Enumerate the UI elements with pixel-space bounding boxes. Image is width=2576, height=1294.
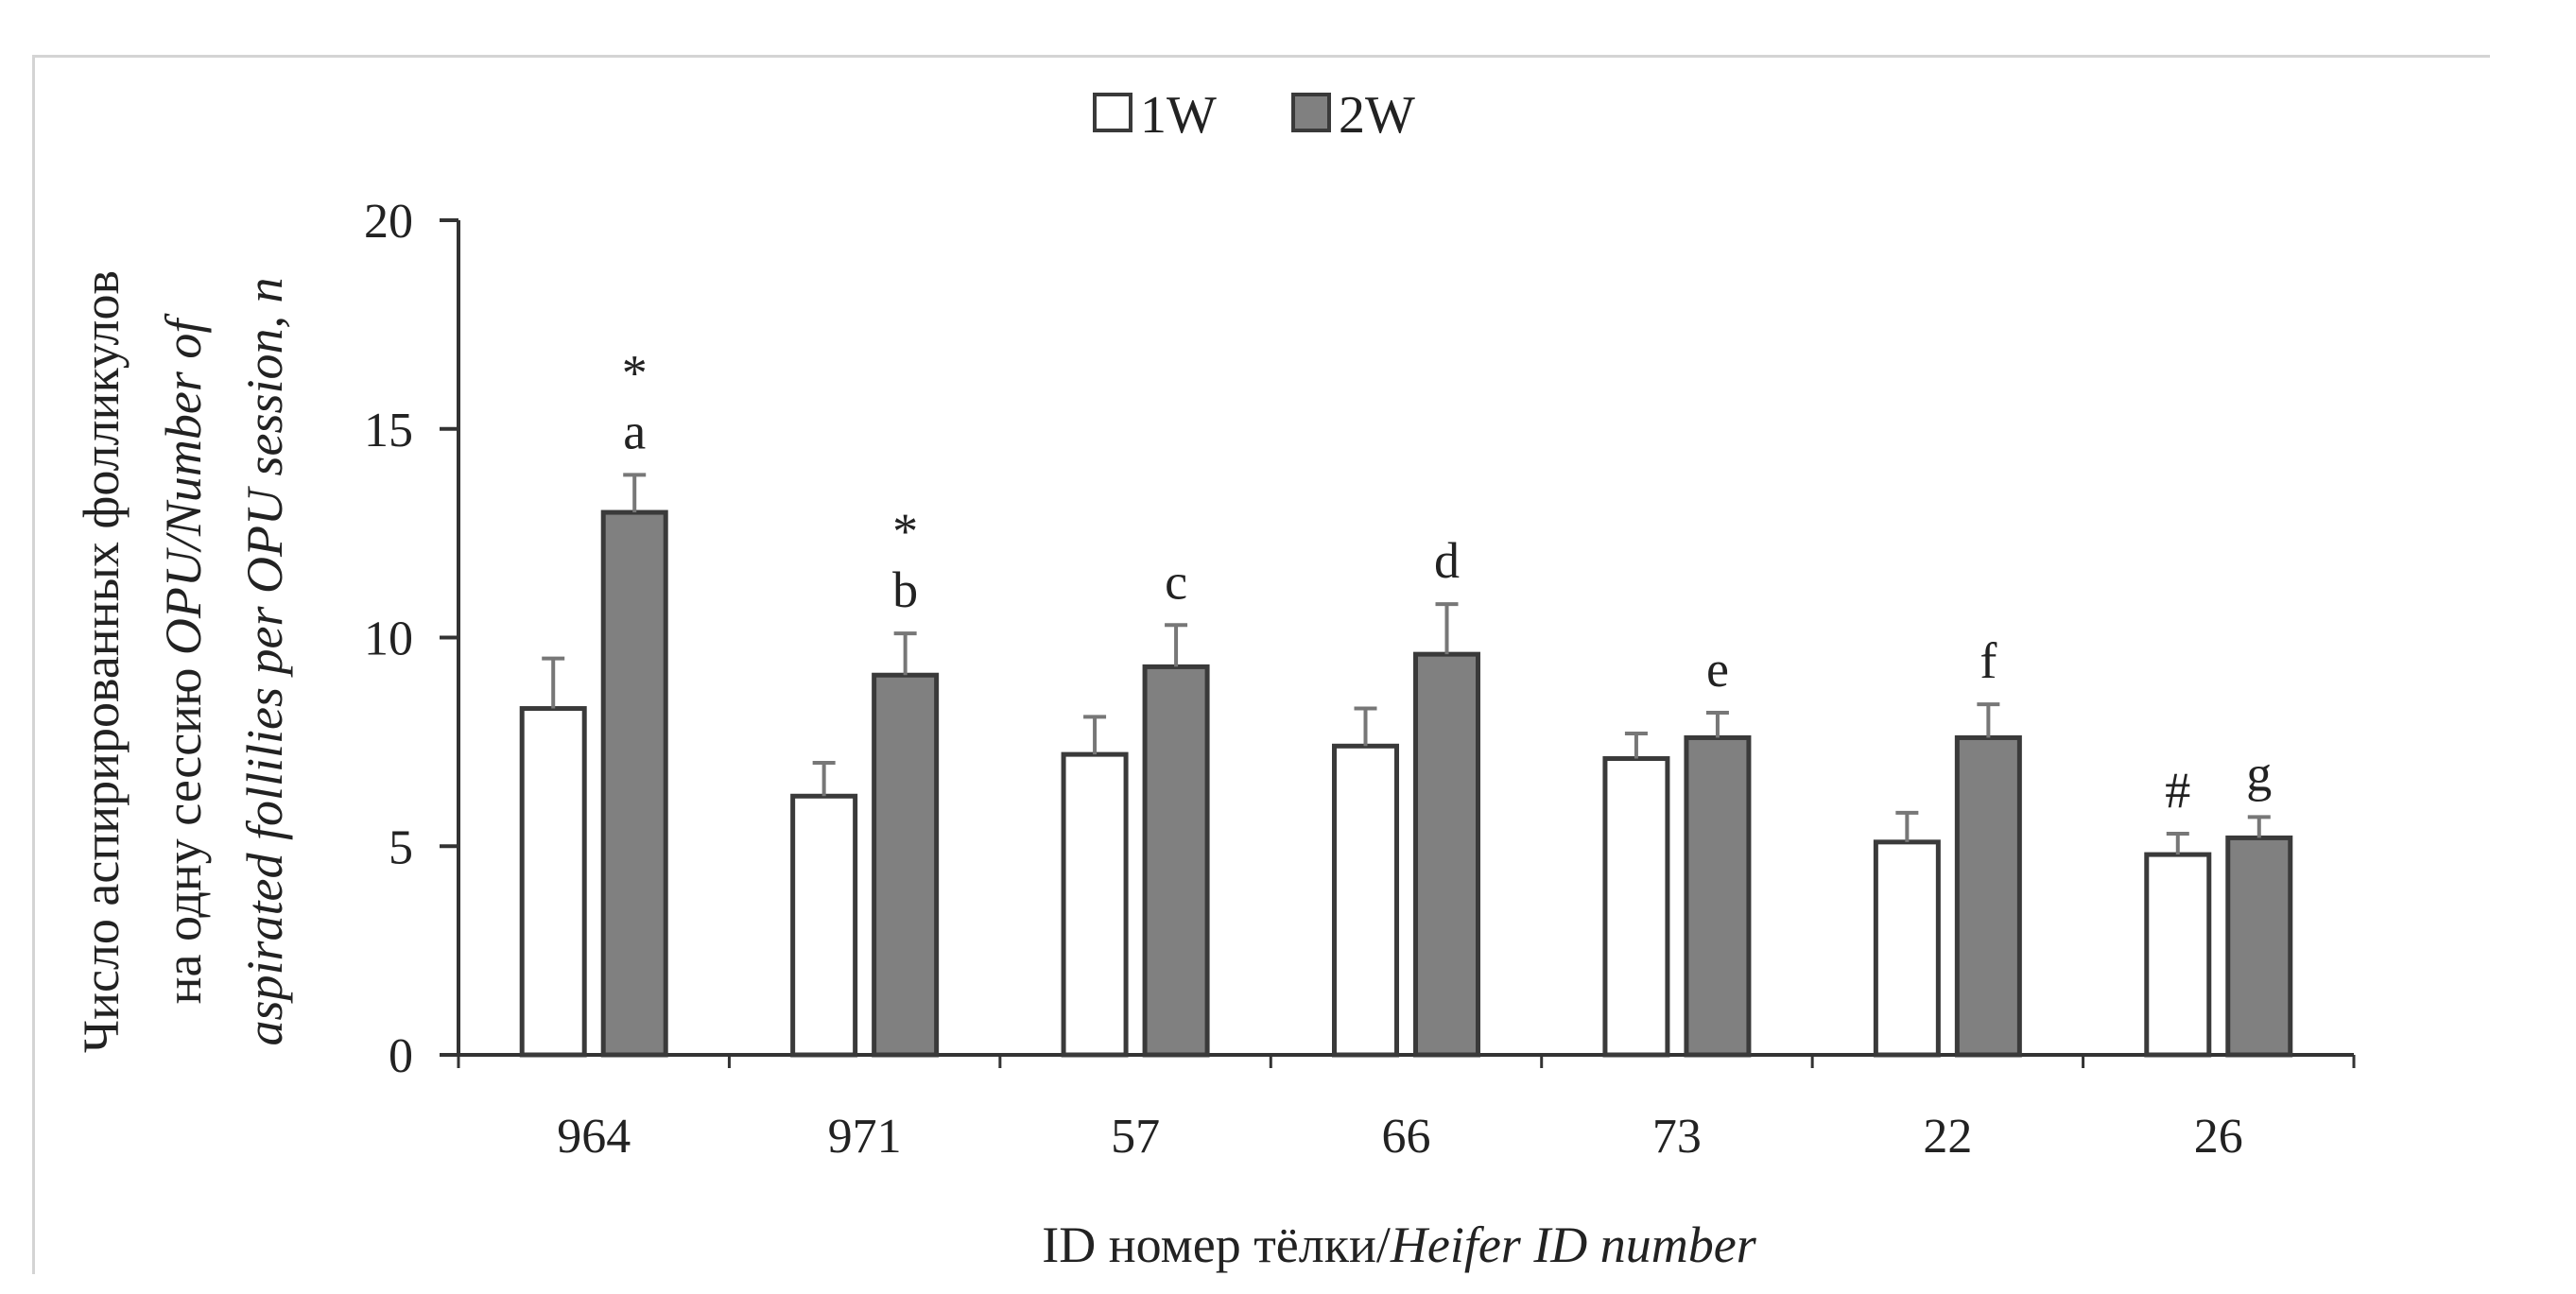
bar-1W-57 <box>1061 751 1129 1058</box>
bar-annotation: e <box>1706 641 1729 698</box>
bar-2W-971 <box>872 672 940 1058</box>
bar-annotation: c <box>1165 553 1187 610</box>
bar-1W-73 <box>1602 756 1670 1058</box>
bar-2W-22 <box>1954 734 2022 1058</box>
y-tick-label: 20 <box>364 195 413 249</box>
x-tick-label: 26 <box>2194 1110 2243 1164</box>
bar-2W-66 <box>1413 651 1480 1058</box>
chart-bars <box>519 473 2293 1058</box>
bar-annotation: a <box>623 403 646 459</box>
x-tick-label: 22 <box>1923 1110 1972 1164</box>
bar-2W-73 <box>1684 734 1752 1058</box>
x-tick-label: 964 <box>557 1110 631 1164</box>
y-tick-label: 10 <box>364 612 413 666</box>
legend-label-1W: 1W <box>1140 86 1217 145</box>
bar-2W-57 <box>1142 664 1210 1058</box>
legend-swatch-2W <box>1291 93 1331 132</box>
bar-1W-22 <box>1873 839 1941 1058</box>
chart-frame <box>32 55 2490 1274</box>
bar-annotation: f <box>1980 632 1997 689</box>
bar-1W-66 <box>1332 743 1399 1058</box>
legend: 1W 2W <box>1093 86 1415 145</box>
bar-annotation: # <box>2165 762 2190 819</box>
legend-label-2W: 2W <box>1339 86 1415 145</box>
x-tick-label: 66 <box>1382 1110 1431 1164</box>
legend-swatch-1W <box>1093 93 1132 132</box>
x-axis-title: ID номер тёлки/Heifer ID number <box>1042 1216 1757 1273</box>
bar-annotation: d <box>1434 532 1460 589</box>
significance-star: * <box>622 344 648 401</box>
y-tick-label: 0 <box>389 1029 413 1083</box>
bar-annotation: g <box>2246 745 2272 802</box>
bar-1W-26 <box>2144 852 2212 1058</box>
bar-1W-964 <box>519 706 587 1058</box>
y-axis-title-line: aspirated follilies per OPU session, n <box>236 278 293 1046</box>
bar-1W-971 <box>790 793 858 1058</box>
x-tick-label: 73 <box>1652 1110 1702 1164</box>
y-tick-label: 5 <box>389 820 413 874</box>
y-axis-title-line: Число аспирированных фолликулов <box>73 270 130 1053</box>
y-tick-label: 15 <box>364 404 413 457</box>
bar-2W-964 <box>600 509 668 1058</box>
bar-annotation: b <box>892 561 918 618</box>
x-tick-label: 971 <box>828 1110 902 1164</box>
chart-axes: 0 5 10 15 20 <box>364 195 2356 1083</box>
bar-2W-26 <box>2225 835 2293 1058</box>
y-axis-title-line: на одну сессию OPU/Number of <box>155 313 212 1005</box>
significance-star: * <box>892 503 918 560</box>
x-tick-label: 57 <box>1111 1110 1160 1164</box>
